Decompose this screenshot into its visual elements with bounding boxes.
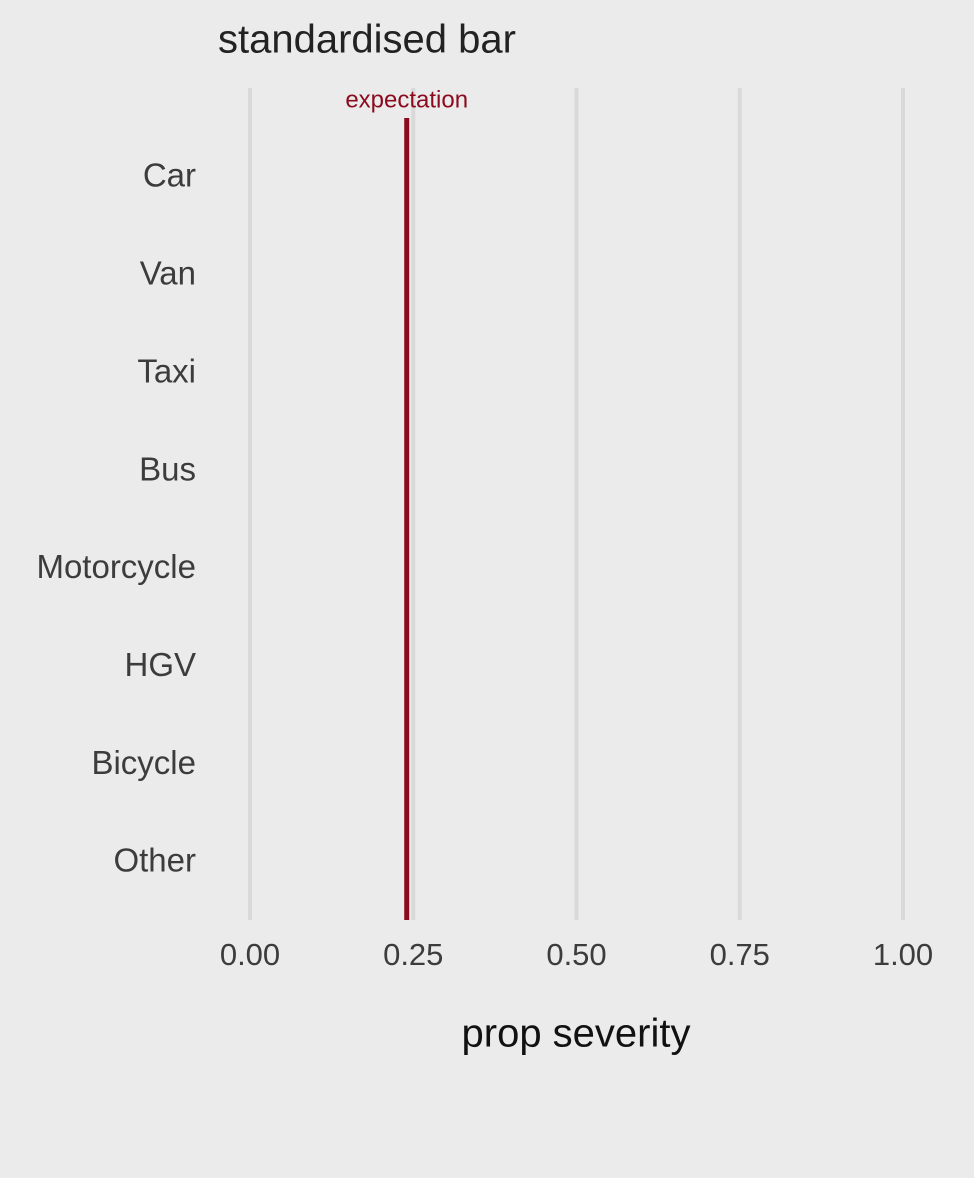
x-tick-label: 0.25 (383, 937, 443, 972)
x-tick-label: 1.00 (873, 937, 933, 972)
x-tick-label: 0.75 (710, 937, 770, 972)
reference-label: expectation (345, 86, 468, 113)
y-tick-label: Other (113, 842, 196, 879)
y-tick-label: Van (140, 255, 196, 292)
y-tick-label: Taxi (137, 352, 196, 389)
chart-title: standardised bar (218, 18, 516, 62)
x-tick-label: 0.00 (220, 937, 280, 972)
y-tick-label: HGV (124, 646, 196, 683)
y-tick-label: Bus (139, 450, 196, 487)
y-tick-label: Car (143, 157, 196, 194)
y-tick-label: Bicycle (91, 744, 196, 781)
x-tick-label: 0.50 (546, 937, 606, 972)
y-tick-label: Motorcycle (36, 548, 196, 585)
x-axis-label: prop severity (462, 1012, 691, 1056)
